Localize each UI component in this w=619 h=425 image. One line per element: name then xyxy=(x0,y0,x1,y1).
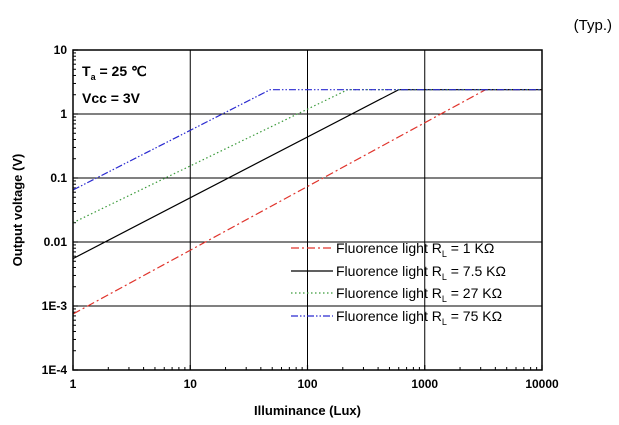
x-tick-label: 1 xyxy=(70,377,77,391)
y-tick-label: 0.01 xyxy=(44,235,68,249)
y-tick-label: 1 xyxy=(60,107,67,121)
conditions-annotation: Ta = 25 ℃ Vcc = 3V xyxy=(82,63,147,106)
grid xyxy=(72,49,543,371)
y-axis-label: Output voltage (V) xyxy=(10,154,25,267)
legend-label: Fluorence light RL = 7.5 KΩ xyxy=(336,263,506,282)
series-group xyxy=(72,89,542,315)
y-tick-label: 1E-4 xyxy=(42,363,68,377)
legend-label: Fluorence light RL = 1 KΩ xyxy=(336,240,494,259)
tick-labels: 1 10 100 1000 10000 10 1 0.1 0.01 1E-3 1E-4 xyxy=(42,43,559,391)
series-line xyxy=(72,89,542,191)
plot-frame xyxy=(72,49,543,371)
x-axis-label: Illuminance (Lux) xyxy=(254,403,361,418)
vcc-condition: Vcc = 3V xyxy=(82,90,141,106)
y-tick-label: 10 xyxy=(54,43,68,57)
x-tick-label: 1000 xyxy=(411,377,438,391)
x-tick-label: 10000 xyxy=(525,377,559,391)
legend: Fluorence light RL = 1 KΩ Fluorence light… xyxy=(291,240,506,327)
temperature-condition: Ta = 25 ℃ xyxy=(82,63,147,82)
x-tick-label: 10 xyxy=(184,377,198,391)
typ-note: (Typ.) xyxy=(574,17,612,34)
y-tick-label: 0.1 xyxy=(50,171,67,185)
x-tick-label: 100 xyxy=(297,377,317,391)
series-line xyxy=(72,89,542,224)
legend-label: Fluorence light RL = 27 KΩ xyxy=(336,285,502,304)
y-tick-label: 1E-3 xyxy=(42,299,68,313)
legend-label: Fluorence light RL = 75 KΩ xyxy=(336,308,502,327)
